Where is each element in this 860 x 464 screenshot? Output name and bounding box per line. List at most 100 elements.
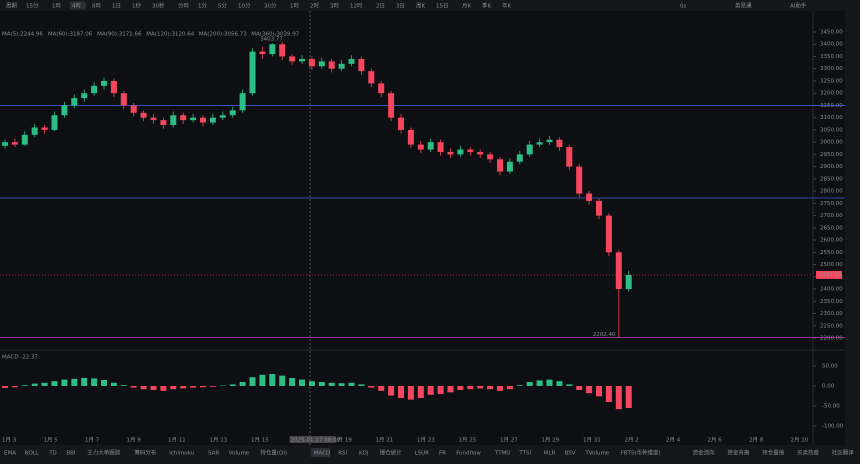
- candle-body: [457, 149, 464, 155]
- indicator-tab[interactable]: MACD: [314, 451, 331, 457]
- macd-bar: [2, 386, 8, 388]
- y-tick-label: 2800.00: [820, 189, 843, 195]
- macd-bar: [586, 386, 593, 394]
- period-button[interactable]: 5分: [218, 2, 227, 10]
- macd-bar: [447, 386, 454, 393]
- y-tick-label: 2350.00: [820, 299, 843, 305]
- toolbar-right[interactable]: 英易通: [735, 2, 752, 10]
- tab-bar: [0, 445, 860, 464]
- period-button[interactable]: 周期: [6, 3, 18, 10]
- period-button[interactable]: 2日: [376, 3, 385, 10]
- indicator-tab[interactable]: SAR: [208, 451, 219, 457]
- indicator-tab[interactable]: BBI: [66, 451, 76, 457]
- indicator-tab[interactable]: BSV: [565, 451, 576, 457]
- candle-body: [556, 139, 563, 148]
- indicator-tab[interactable]: MLR: [544, 451, 556, 457]
- indicator-tab[interactable]: TD: [48, 451, 57, 457]
- indicator-tab[interactable]: TTSI: [518, 451, 531, 457]
- period-button[interactable]: 1分: [198, 2, 207, 10]
- indicator-tab[interactable]: BOLL: [25, 451, 40, 457]
- macd-bar: [388, 386, 395, 396]
- macd-bar: [160, 386, 167, 391]
- candle-body: [467, 149, 474, 152]
- candle-body: [497, 159, 503, 172]
- macd-bar: [279, 375, 286, 386]
- x-label: 2月 2: [625, 437, 639, 444]
- candle-body: [239, 93, 246, 111]
- macd-bar: [11, 386, 18, 388]
- period-button[interactable]: 年K: [502, 2, 512, 10]
- indicator-tab[interactable]: 主力大单跟踪: [87, 449, 121, 457]
- period-button[interactable]: 2时: [310, 2, 319, 10]
- macd-bar: [615, 386, 622, 410]
- candle-body: [130, 105, 137, 113]
- indicator-tab[interactable]: 持仓量值: [762, 449, 785, 457]
- period-button[interactable]: 4时: [72, 2, 81, 10]
- period-button[interactable]: 30分: [264, 2, 277, 10]
- macd-bar: [546, 379, 553, 386]
- x-label: 1月 25: [459, 437, 477, 444]
- macd-bar: [625, 386, 632, 408]
- indicator-tab[interactable]: 持仓量(OI): [260, 449, 287, 457]
- candle-body: [308, 58, 315, 67]
- toolbar-right[interactable]: AI助手: [790, 2, 807, 10]
- indicator-tab[interactable]: 买卖热度: [797, 449, 820, 457]
- period-button[interactable]: 分时: [178, 2, 190, 10]
- indicator-tab[interactable]: TVolume: [584, 451, 609, 457]
- macd-bar: [170, 386, 177, 390]
- ma-legend: MA(90):3171.66: [97, 32, 142, 38]
- period-button[interactable]: 15分: [26, 2, 39, 10]
- indicator-tab[interactable]: KDJ: [359, 451, 369, 457]
- period-button[interactable]: 季K: [482, 2, 492, 10]
- x-label: 2月 10: [791, 437, 809, 444]
- indicator-tab[interactable]: FR: [439, 451, 446, 457]
- y-tick-label: 3150.00: [820, 103, 843, 109]
- indicator-tab[interactable]: 筹码分布: [134, 449, 157, 457]
- candle-body: [51, 115, 58, 130]
- period-button[interactable]: 30秒: [152, 2, 165, 10]
- y-tick-label: 3450.00: [820, 30, 843, 36]
- indicator-tab[interactable]: FBTS(币种维度): [621, 449, 661, 457]
- indicator-tab[interactable]: TTMU: [494, 451, 510, 457]
- period-button[interactable]: 12时: [350, 2, 363, 10]
- indicator-tab[interactable]: RSI: [338, 451, 347, 457]
- indicator-tab[interactable]: Ichimoku: [169, 451, 194, 457]
- period-button[interactable]: 周K: [416, 3, 426, 10]
- period-button[interactable]: 1秒: [132, 2, 141, 10]
- indicator-tab[interactable]: LSUR: [415, 451, 430, 457]
- period-button[interactable]: 月K: [462, 3, 472, 10]
- macd-bar: [308, 381, 315, 386]
- candle-body: [526, 144, 533, 155]
- candle-body: [110, 80, 117, 94]
- period-button[interactable]: 1时: [290, 2, 299, 10]
- candle-body: [41, 127, 48, 130]
- x-label: 1月 19: [334, 437, 352, 444]
- x-label: 1月 27: [500, 437, 518, 444]
- period-button[interactable]: 8时: [92, 2, 101, 10]
- indicator-tab[interactable]: 资金流向: [693, 449, 715, 457]
- macd-bar: [457, 386, 464, 390]
- macd-bar: [516, 385, 523, 386]
- period-button[interactable]: 3时: [330, 2, 339, 10]
- macd-bar: [596, 386, 602, 397]
- macd-bar: [289, 378, 296, 386]
- indicator-tab[interactable]: Fundflow: [456, 451, 481, 457]
- y-tick-label: 2900.00: [820, 164, 843, 170]
- indicator-tab[interactable]: EMA: [4, 451, 16, 457]
- period-button[interactable]: 15日: [436, 3, 449, 10]
- toolbar-right[interactable]: 0s: [680, 4, 686, 10]
- indicator-tab[interactable]: 社区翻译: [832, 449, 855, 457]
- period-button[interactable]: 10分: [238, 2, 251, 10]
- indicator-tab[interactable]: 爆仓统计: [380, 449, 403, 457]
- candle-body: [259, 51, 266, 55]
- period-button[interactable]: 1日: [112, 3, 121, 10]
- y-tick-label: 3350.00: [820, 54, 843, 60]
- period-button[interactable]: 3日: [396, 3, 405, 10]
- period-button[interactable]: 1时: [52, 2, 61, 10]
- indicator-tab[interactable]: 资金背离: [727, 449, 750, 457]
- ma-legend: MA(120):3120.64: [146, 32, 194, 38]
- indicator-tab[interactable]: Volume: [229, 451, 250, 457]
- y-tick-label: 2750.00: [820, 201, 843, 207]
- candle-body: [566, 147, 573, 167]
